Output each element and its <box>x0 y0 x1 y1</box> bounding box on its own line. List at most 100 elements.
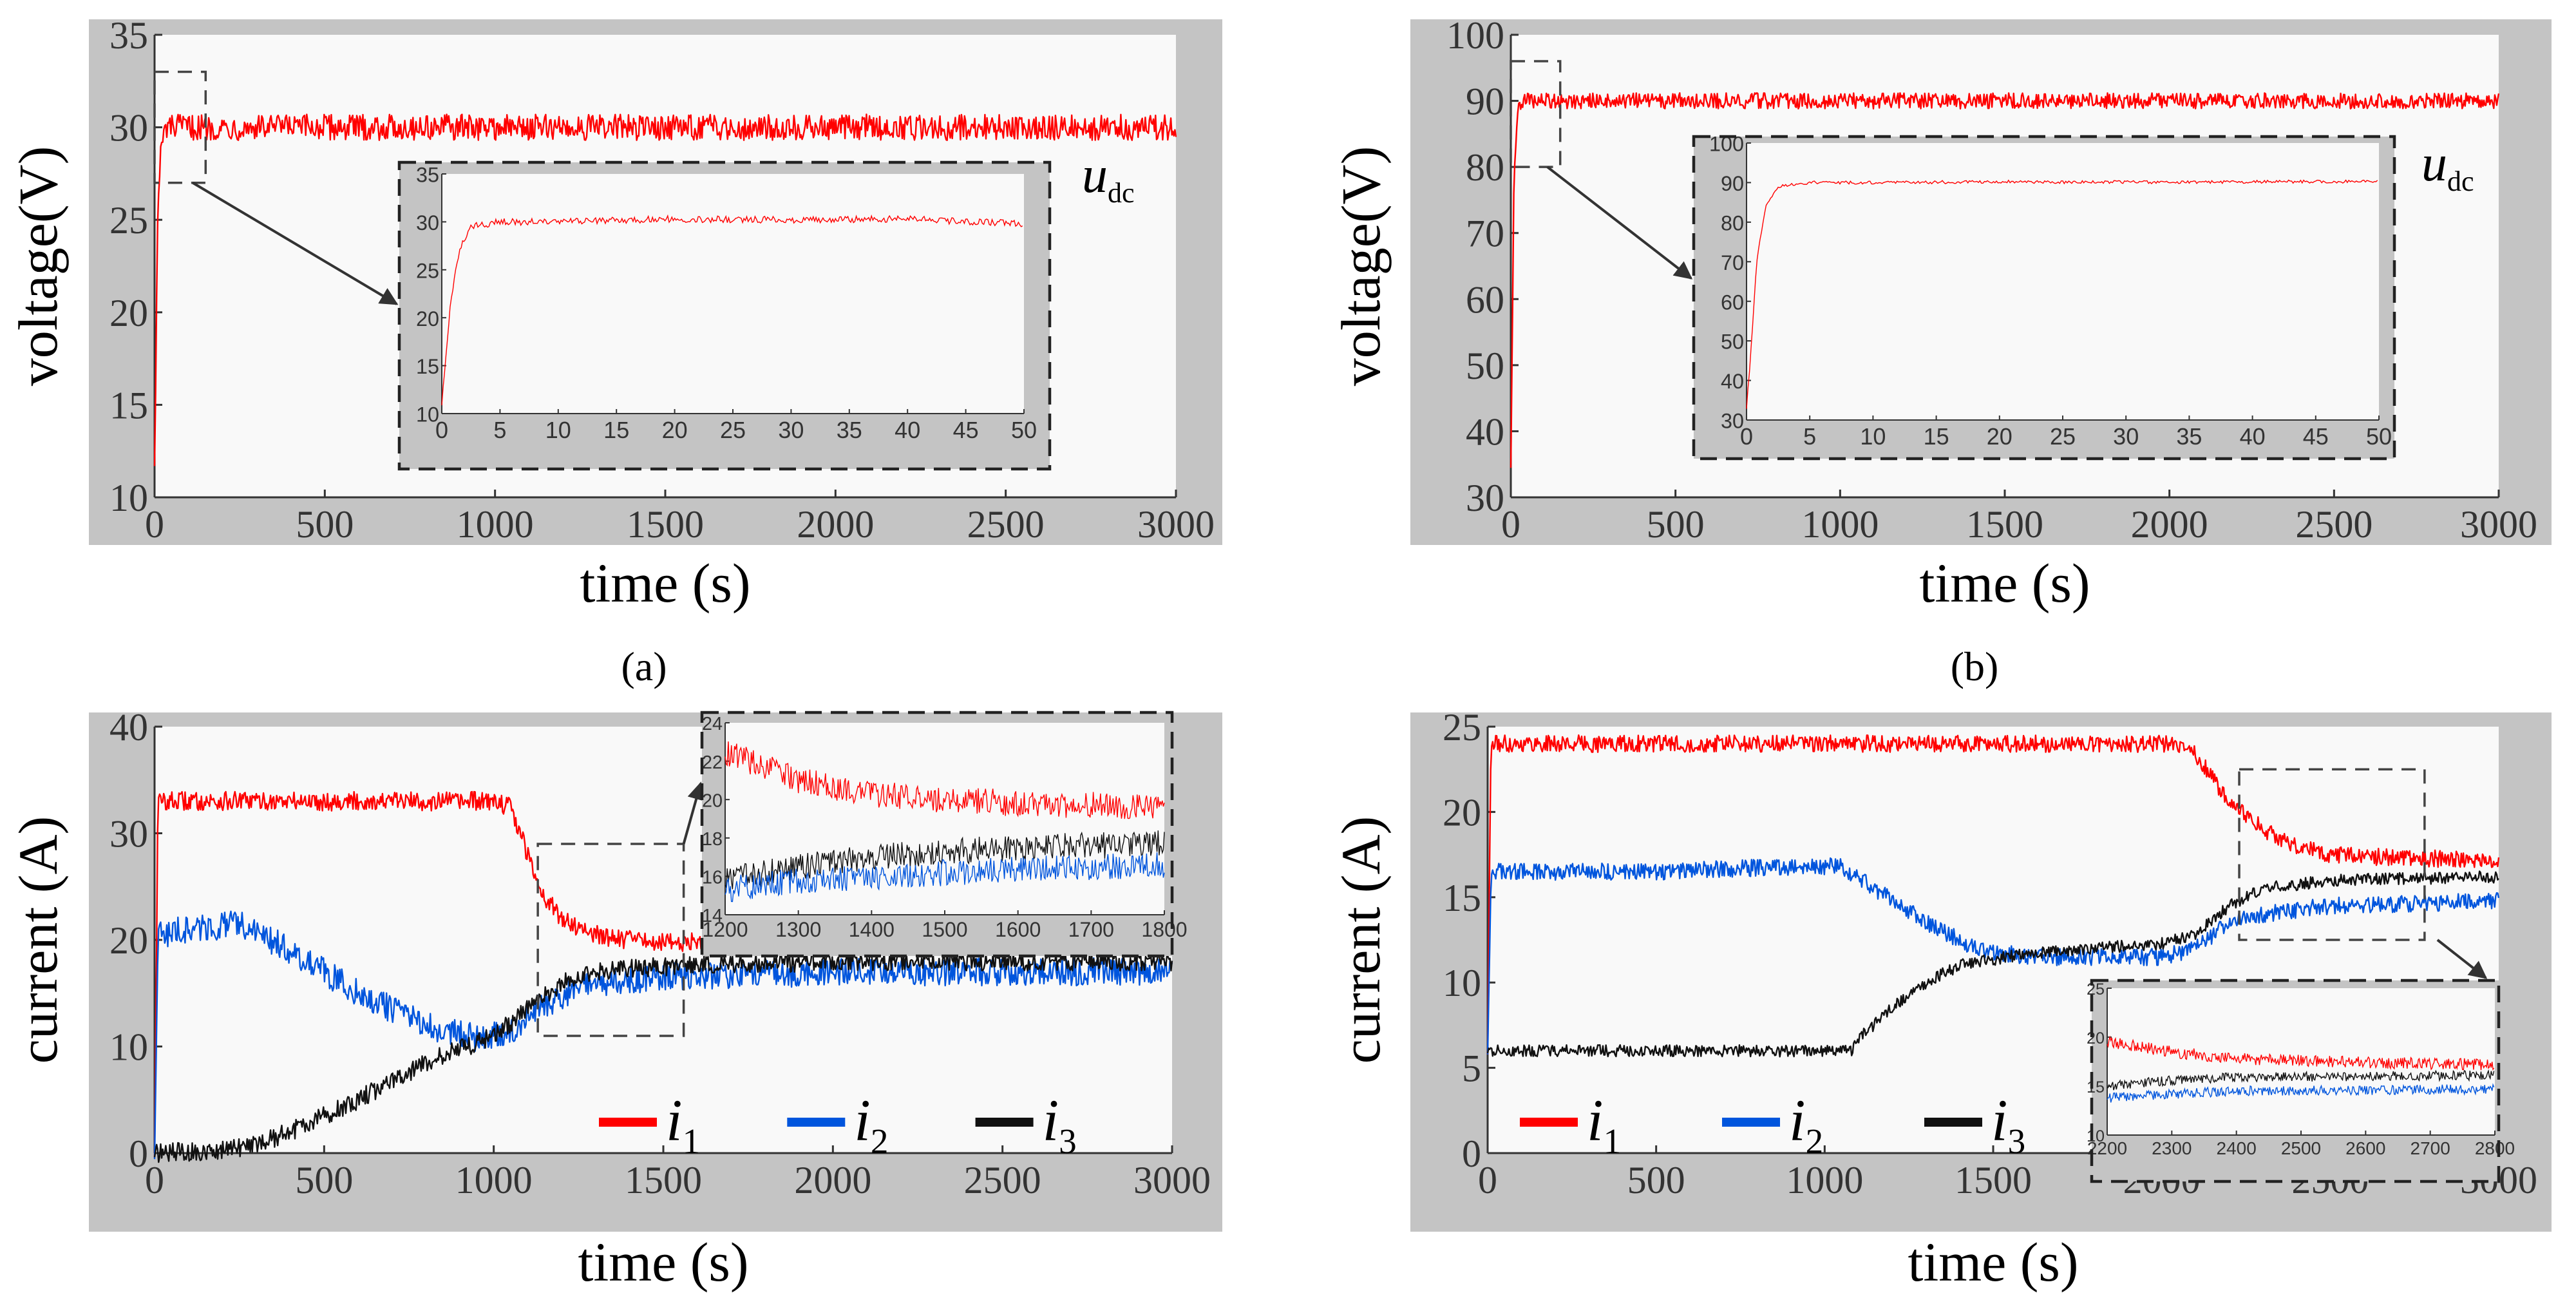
panel-a: 0 500 1000 1500 2000 2500 3000101520253035time… <box>7 14 1222 689</box>
legend-label-main: i <box>1991 1087 2008 1153</box>
inset-y-tick-label: 90 <box>1721 172 1744 195</box>
x-tick-label: 2000 <box>2131 503 2208 546</box>
inset-x-tick-label: 2400 <box>2217 1138 2257 1158</box>
inset-x-tick-label: 40 <box>895 417 920 443</box>
series-label-sub: dc <box>1108 177 1135 209</box>
y-axis-title: voltage(V) <box>1330 146 1392 387</box>
inset-y-tick-label: 25 <box>416 259 439 282</box>
series-label-main: u <box>1082 147 1108 204</box>
inset-x-tick-label: 15 <box>603 417 629 443</box>
inset-y-tick-label: 60 <box>1721 291 1744 314</box>
x-tick-label: 3000 <box>1137 503 1215 546</box>
inset-x-tick-label: 1400 <box>849 918 895 941</box>
inset-y-tick-label: 10 <box>416 403 439 426</box>
inset-y-tick-label: 70 <box>1721 251 1744 274</box>
inset-x-tick-label: 50 <box>1011 417 1037 443</box>
inset-series-line <box>1746 179 2378 409</box>
legend-label-sub: 3 <box>2008 1122 2026 1161</box>
y-tick-label: 90 <box>1466 81 1504 123</box>
x-tick-label: 500 <box>1627 1159 1685 1201</box>
y-tick-label: 40 <box>109 706 148 749</box>
inset-x-tick-label: 15 <box>1924 423 1949 450</box>
inset-y-tick-label: 30 <box>416 211 439 234</box>
zoom-box <box>536 843 685 1037</box>
y-tick-label: 30 <box>1466 477 1504 519</box>
y-tick-label: 20 <box>109 292 148 334</box>
x-tick-label: 500 <box>296 503 354 546</box>
x-tick-label: 2000 <box>797 503 874 546</box>
inset-x-tick-label: 5 <box>493 417 506 443</box>
inset-x-tick-label: 35 <box>837 417 862 443</box>
inset-y-tick-label: 30 <box>1721 410 1744 433</box>
inset-x-tick-label: 20 <box>662 417 688 443</box>
legend-label-sub: 3 <box>1059 1122 1077 1161</box>
zoom-arrow <box>1546 166 1693 280</box>
x-tick-label: 2000 <box>794 1159 871 1201</box>
series-i1 <box>1486 734 2500 1055</box>
legend-label-i2: i2 <box>1789 1087 1823 1161</box>
series-i3 <box>153 951 1173 1163</box>
legend-label-main: i <box>666 1087 683 1153</box>
zoom-arrow <box>192 182 399 305</box>
inset-x-tick-label: 45 <box>2303 423 2329 450</box>
y-tick-label: 30 <box>109 813 148 855</box>
x-tick-label: 500 <box>295 1159 353 1201</box>
y-tick-label: 25 <box>109 199 148 242</box>
inset-y-tick-label: 35 <box>416 164 439 187</box>
x-tick-label: 0 <box>145 503 164 546</box>
inset-x-tick-label: 1600 <box>995 918 1041 941</box>
inset-y-tick-label: 40 <box>1721 370 1744 393</box>
inset-x-tick-label: 0 <box>435 417 448 443</box>
inset-x-tick-label: 30 <box>778 417 804 443</box>
y-tick-label: 100 <box>1446 14 1504 57</box>
x-axis-title: time (s) <box>1908 1231 2078 1293</box>
y-tick-label: 0 <box>1462 1132 1481 1175</box>
x-axis-title: time (s) <box>578 1231 748 1293</box>
x-tick-label: 1000 <box>1801 503 1879 546</box>
inset-series-line <box>441 214 1023 406</box>
legend-label-i1: i1 <box>1587 1087 1621 1161</box>
y-tick-label: 5 <box>1462 1047 1481 1090</box>
inset-y-tick-label: 15 <box>416 355 439 378</box>
legend-label-i3: i3 <box>1991 1087 2025 1161</box>
inset-series-line <box>2107 1035 2495 1071</box>
inset-x-tick-label: 2500 <box>2281 1138 2321 1158</box>
x-tick-label: 0 <box>145 1159 164 1201</box>
x-tick-label: 3000 <box>1133 1159 1211 1201</box>
panel-d: 0500100015002000250030000510152025time (… <box>1330 706 2552 1293</box>
inset-series-line <box>724 830 1165 890</box>
zoom-arrow <box>682 781 705 845</box>
inset-dashed-border <box>397 160 1052 471</box>
inset-plot-area <box>442 174 1024 414</box>
series-label-main: u <box>2421 135 2447 192</box>
y-tick-label: 15 <box>1443 877 1481 919</box>
legend-label-sub: 2 <box>1806 1122 1824 1161</box>
inset-x-tick-label: 50 <box>2366 423 2392 450</box>
x-tick-label: 1500 <box>1966 503 2043 546</box>
y-tick-label: 10 <box>1443 962 1481 1004</box>
series-u_dc <box>1510 92 2500 468</box>
y-tick-label: 10 <box>109 477 148 519</box>
inset-x-tick-label: 10 <box>545 417 571 443</box>
inset-series-line <box>724 852 1165 903</box>
inset-x-tick-label: 2700 <box>2410 1138 2450 1158</box>
y-tick-label: 0 <box>129 1132 148 1175</box>
legend-label-i1: i1 <box>666 1087 700 1161</box>
inset-x-tick-label: 10 <box>1860 423 1886 450</box>
inset-x-tick-label: 0 <box>1740 423 1753 450</box>
inset-y-tick-label: 10 <box>2087 1127 2105 1145</box>
inset-y-tick-label: 80 <box>1721 211 1744 234</box>
y-tick-label: 30 <box>109 107 148 149</box>
inset-y-tick-label: 25 <box>2087 980 2105 998</box>
inset-x-tick-label: 40 <box>2240 423 2266 450</box>
inset-dashed-border <box>2090 979 2501 1183</box>
x-tick-label: 0 <box>1501 503 1520 546</box>
y-tick-label: 35 <box>109 14 148 57</box>
panel-caption: (b) <box>1951 644 1999 689</box>
inset-y-tick-label: 24 <box>702 714 723 734</box>
x-tick-label: 3000 <box>2460 503 2537 546</box>
x-tick-label: 1000 <box>457 503 534 546</box>
x-tick-label: 1000 <box>1786 1159 1863 1201</box>
x-tick-label: 2500 <box>964 1159 1041 1201</box>
inset-x-tick-label: 2200 <box>2087 1138 2127 1158</box>
